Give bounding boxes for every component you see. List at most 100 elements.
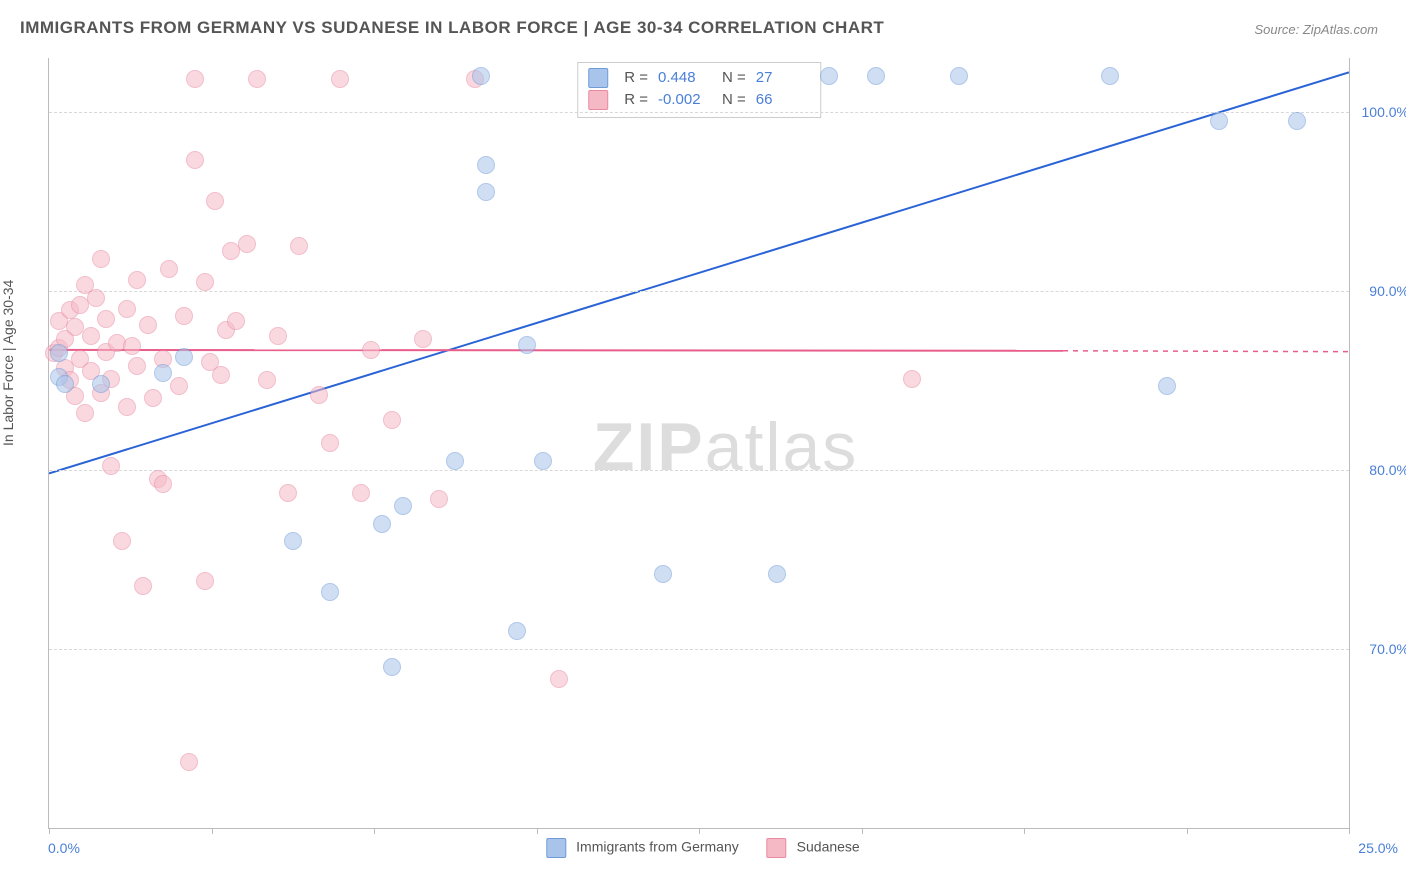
x-tick xyxy=(1349,828,1350,834)
data-point-germany xyxy=(175,348,193,366)
x-tick xyxy=(374,828,375,834)
chart-title: IMMIGRANTS FROM GERMANY VS SUDANESE IN L… xyxy=(20,18,884,38)
data-point-sudanese xyxy=(128,357,146,375)
data-point-sudanese xyxy=(113,532,131,550)
gridline xyxy=(49,291,1349,292)
series-legend: Immigrants from Germany Sudanese xyxy=(546,838,859,858)
swatch-germany-icon xyxy=(588,68,608,88)
data-point-sudanese xyxy=(144,389,162,407)
data-point-sudanese xyxy=(92,250,110,268)
correlation-row-sudanese: R = -0.002 N = 66 xyxy=(588,89,810,111)
r-label: R = xyxy=(624,67,648,89)
data-point-sudanese xyxy=(310,386,328,404)
data-point-germany xyxy=(534,452,552,470)
correlation-legend: R = 0.448 N = 27 R = -0.002 N = 66 xyxy=(577,62,821,118)
data-point-sudanese xyxy=(227,312,245,330)
data-point-germany xyxy=(654,565,672,583)
data-point-germany xyxy=(820,67,838,85)
legend-item-germany: Immigrants from Germany xyxy=(546,838,738,858)
trend-lines-layer xyxy=(49,58,1349,828)
data-point-sudanese xyxy=(102,457,120,475)
data-point-sudanese xyxy=(128,271,146,289)
trend-line xyxy=(49,72,1349,473)
data-point-germany xyxy=(1158,377,1176,395)
data-point-sudanese xyxy=(290,237,308,255)
data-point-sudanese xyxy=(550,670,568,688)
data-point-sudanese xyxy=(170,377,188,395)
watermark-zip: ZIP xyxy=(593,409,705,485)
data-point-germany xyxy=(768,565,786,583)
x-tick xyxy=(49,828,50,834)
x-axis-max-label: 25.0% xyxy=(1358,840,1398,856)
data-point-sudanese xyxy=(321,434,339,452)
data-point-germany xyxy=(1288,112,1306,130)
data-point-germany xyxy=(446,452,464,470)
y-tick-label: 80.0% xyxy=(1355,462,1406,478)
data-point-sudanese xyxy=(238,235,256,253)
n-value-germany: 27 xyxy=(756,67,810,89)
data-point-germany xyxy=(950,67,968,85)
gridline xyxy=(49,470,1349,471)
data-point-germany xyxy=(394,497,412,515)
x-tick xyxy=(699,828,700,834)
data-point-sudanese xyxy=(186,151,204,169)
data-point-sudanese xyxy=(248,70,266,88)
data-point-germany xyxy=(373,515,391,533)
y-tick-label: 100.0% xyxy=(1355,104,1406,120)
data-point-germany xyxy=(518,336,536,354)
data-point-germany xyxy=(154,364,172,382)
swatch-sudanese-icon xyxy=(588,90,608,110)
data-point-sudanese xyxy=(134,577,152,595)
data-point-sudanese xyxy=(139,316,157,334)
r-value-germany: 0.448 xyxy=(658,67,712,89)
data-point-sudanese xyxy=(430,490,448,508)
data-point-germany xyxy=(477,156,495,174)
data-point-sudanese xyxy=(76,404,94,422)
x-tick xyxy=(212,828,213,834)
data-point-sudanese xyxy=(82,327,100,345)
data-point-sudanese xyxy=(414,330,432,348)
n-label: N = xyxy=(722,89,746,111)
data-point-sudanese xyxy=(180,753,198,771)
source-attribution: Source: ZipAtlas.com xyxy=(1254,22,1378,37)
data-point-germany xyxy=(56,375,74,393)
data-point-sudanese xyxy=(97,310,115,328)
data-point-sudanese xyxy=(352,484,370,502)
data-point-germany xyxy=(508,622,526,640)
data-point-sudanese xyxy=(279,484,297,502)
data-point-sudanese xyxy=(118,398,136,416)
watermark-atlas: atlas xyxy=(705,409,859,485)
gridline xyxy=(49,112,1349,113)
data-point-sudanese xyxy=(903,370,921,388)
x-tick xyxy=(1024,828,1025,834)
data-point-sudanese xyxy=(258,371,276,389)
data-point-sudanese xyxy=(201,353,219,371)
data-point-germany xyxy=(383,658,401,676)
data-point-sudanese xyxy=(118,300,136,318)
legend-label-germany: Immigrants from Germany xyxy=(576,839,739,855)
swatch-germany-icon xyxy=(546,838,566,858)
data-point-germany xyxy=(92,375,110,393)
r-value-sudanese: -0.002 xyxy=(658,89,712,111)
gridline xyxy=(49,649,1349,650)
data-point-sudanese xyxy=(175,307,193,325)
data-point-sudanese xyxy=(383,411,401,429)
x-axis-min-label: 0.0% xyxy=(48,840,80,856)
n-label: N = xyxy=(722,67,746,89)
data-point-sudanese xyxy=(206,192,224,210)
legend-item-sudanese: Sudanese xyxy=(767,838,860,858)
trend-line xyxy=(1063,351,1349,352)
data-point-germany xyxy=(472,67,490,85)
legend-label-sudanese: Sudanese xyxy=(797,839,860,855)
x-tick xyxy=(1187,828,1188,834)
data-point-sudanese xyxy=(331,70,349,88)
data-point-germany xyxy=(867,67,885,85)
data-point-germany xyxy=(50,344,68,362)
data-point-sudanese xyxy=(362,341,380,359)
swatch-sudanese-icon xyxy=(767,838,787,858)
watermark: ZIPatlas xyxy=(593,408,858,486)
x-tick xyxy=(862,828,863,834)
data-point-sudanese xyxy=(160,260,178,278)
data-point-germany xyxy=(284,532,302,550)
x-tick xyxy=(537,828,538,834)
